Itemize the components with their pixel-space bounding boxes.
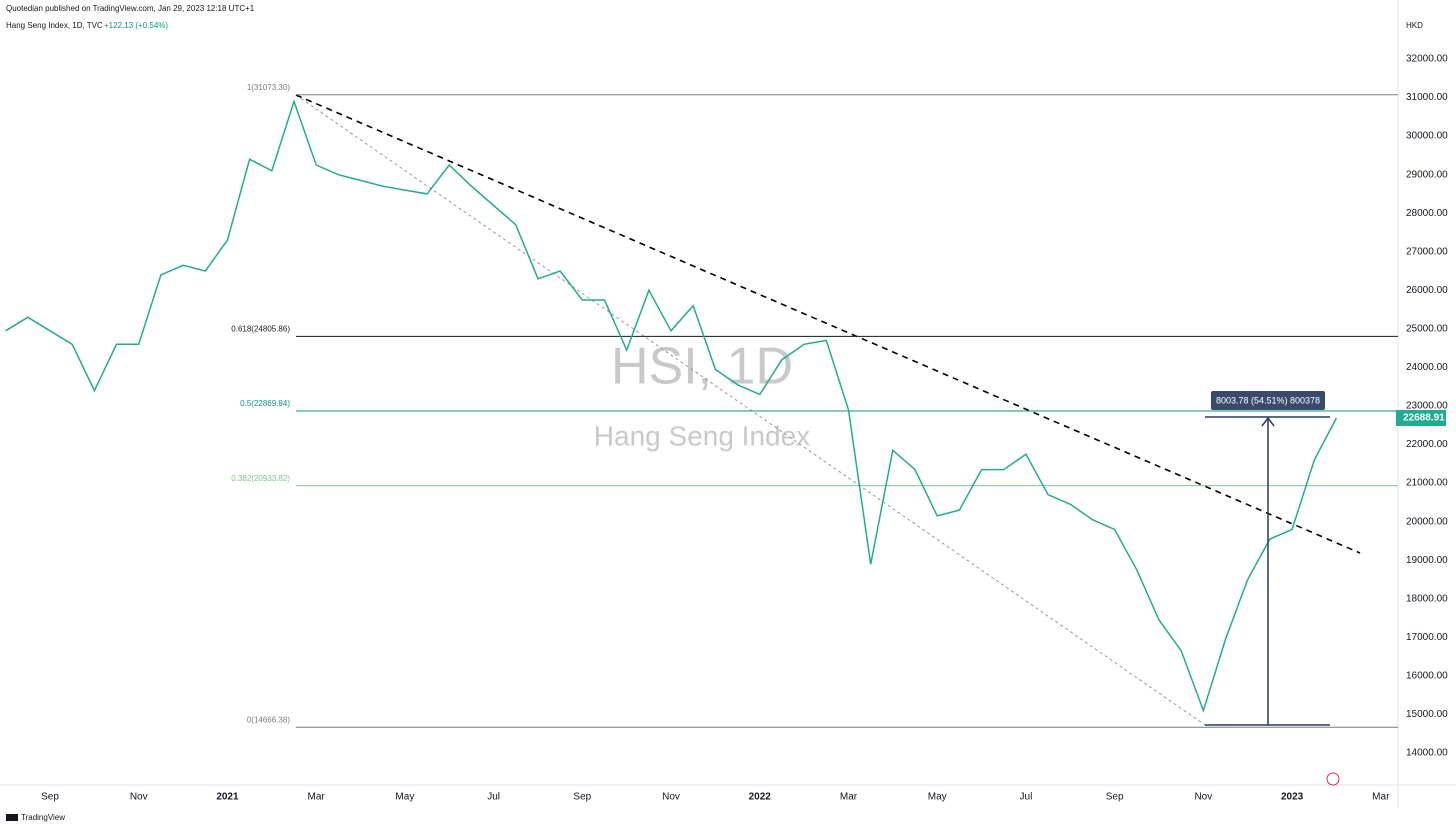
y-tick-label: 31000.00: [1406, 92, 1448, 103]
last-price-box: [1396, 409, 1446, 426]
measure-label: 8003.78 (54.51%) 800378: [1216, 395, 1320, 405]
x-tick-label: Mar: [308, 792, 326, 803]
measure-box: [1211, 391, 1325, 410]
x-tick-label: Mar: [840, 792, 858, 803]
y-tick-label: 19000.00: [1406, 555, 1448, 566]
x-tick-label: 2023: [1281, 792, 1304, 803]
y-tick-label: 22000.00: [1406, 439, 1448, 450]
x-tick-label: Jul: [1020, 792, 1033, 803]
x-tick-label: 2021: [216, 792, 239, 803]
fib-label: 0(14666.38): [247, 715, 290, 724]
currency: HKD: [1406, 21, 1423, 30]
y-tick-label: 32000.00: [1406, 54, 1448, 65]
y-tick-label: 16000.00: [1406, 671, 1448, 682]
x-tick-label: May: [928, 792, 947, 803]
price-line: [5, 99, 1338, 713]
x-tick-label: Sep: [41, 792, 59, 803]
y-tick-label: 17000.00: [1406, 632, 1448, 643]
y-tick-label: 15000.00: [1406, 709, 1448, 720]
x-tick-label: Sep: [573, 792, 591, 803]
change: +122.13 (+0.54%): [104, 21, 168, 30]
logo: [6, 814, 18, 821]
measure-arrow: [1261, 416, 1275, 427]
trend-line-dashed: [295, 94, 1361, 554]
trend-line-dotted: [295, 94, 1206, 726]
published-note: Quotedian published on TradingView.com, …: [6, 4, 255, 13]
footer: TradingView: [21, 813, 65, 822]
x-tick-label: Nov: [662, 792, 680, 803]
x-tick-label: Mar: [1372, 792, 1390, 803]
y-tick-label: 23000.00: [1406, 401, 1448, 412]
symbol-info: Hang Seng Index, 1D, TVC: [6, 21, 103, 30]
fib-label: 0.618(24805.86): [231, 324, 290, 333]
y-tick-label: 30000.00: [1406, 131, 1448, 142]
y-tick-label: 21000.00: [1406, 478, 1448, 489]
y-tick-label: 20000.00: [1406, 516, 1448, 527]
marks: 14000.00 15000.00 16000.00 17000.00 18000.00…: [0, 0, 1456, 808]
x-tick-label: May: [395, 792, 414, 803]
fib-label: 1(31073.30): [247, 83, 290, 92]
y-tick-label: 14000.00: [1406, 748, 1448, 759]
y-tick-label: 25000.00: [1406, 324, 1448, 335]
y-tick-label: 28000.00: [1406, 208, 1448, 219]
fib-label: 0.5(22869.84): [240, 399, 290, 408]
last-price-label: 22688.91: [1403, 413, 1445, 424]
fib-label: 0.382(20933.82): [231, 474, 290, 483]
y-tick-label: 27000.00: [1406, 246, 1448, 257]
watermark-symbol: HSI, 1D: [611, 338, 793, 396]
x-tick-label: Jul: [487, 792, 500, 803]
flash-icon[interactable]: [1326, 772, 1340, 786]
x-tick-label: Nov: [1194, 792, 1212, 803]
x-tick-label: Sep: [1106, 792, 1124, 803]
x-tick-label: Nov: [130, 792, 148, 803]
watermark-name: Hang Seng Index: [594, 420, 810, 451]
y-tick-label: 18000.00: [1406, 593, 1448, 604]
y-tick-label: 29000.00: [1406, 169, 1448, 180]
y-tick-label: 26000.00: [1406, 285, 1448, 296]
x-tick-label: 2022: [749, 792, 772, 803]
y-tick-label: 24000.00: [1406, 362, 1448, 373]
